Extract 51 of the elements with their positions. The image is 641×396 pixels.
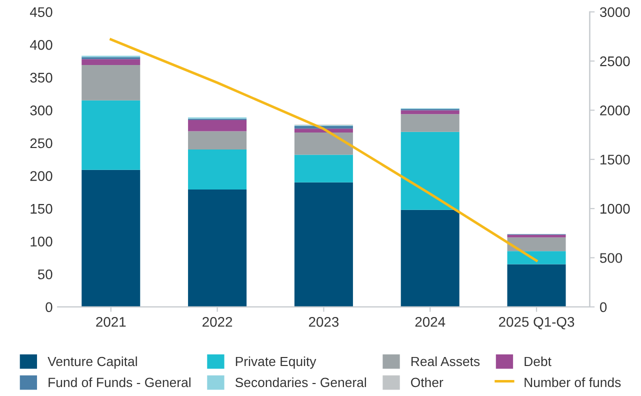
- bar: [507, 234, 566, 238]
- y2-tick-label: 500: [600, 253, 622, 263]
- x-tick-label: 2021: [96, 316, 126, 327]
- y-tick-label: 150: [30, 204, 52, 214]
- x-tick-label: 2023: [308, 316, 339, 327]
- y2-tick-label: 1000: [600, 204, 630, 214]
- x-tick-label: 2024: [415, 316, 446, 327]
- bar: [400, 210, 460, 307]
- bar: [294, 128, 353, 133]
- legend-label: Private Equity: [236, 356, 316, 369]
- y-tick-label: 300: [30, 106, 52, 116]
- bar: [294, 182, 353, 307]
- bar: [188, 120, 247, 132]
- y-tick-label: 400: [30, 40, 52, 50]
- x-tick-label: 2022: [202, 316, 232, 327]
- line-series: [110, 38, 538, 262]
- bar: [400, 132, 460, 210]
- x-tick-label: 2025 Q1-Q3: [499, 316, 574, 330]
- y2-tick-label: 1500: [600, 154, 630, 165]
- bar: [188, 150, 247, 190]
- bar: [82, 170, 140, 307]
- legend-label: Real Assets: [411, 356, 480, 366]
- bar: [507, 264, 566, 307]
- legend-label: Fund of Funds - General: [48, 377, 190, 388]
- bar: [82, 59, 140, 65]
- y-tick-label: 450: [30, 7, 52, 18]
- y2-tick-label: 0: [600, 302, 607, 312]
- y-tick-label: 0: [46, 302, 52, 312]
- y-tick-label: 350: [30, 72, 52, 83]
- legend-label: Debt: [524, 356, 552, 366]
- bar: [400, 110, 460, 114]
- bar: [294, 154, 353, 182]
- legend-label: Secondaries - General: [235, 377, 366, 388]
- legend-label: Other: [411, 377, 444, 388]
- y-tick-label: 50: [38, 269, 52, 280]
- y2-tick-label: 3000: [600, 7, 630, 18]
- y-tick-label: 250: [30, 138, 52, 148]
- bar: [188, 190, 247, 307]
- bar: [400, 114, 460, 132]
- bar: [82, 64, 140, 100]
- bar: [188, 131, 247, 150]
- bar: [294, 132, 353, 155]
- legend-label: Number of funds: [524, 377, 621, 388]
- y2-tick-label: 2500: [600, 56, 630, 66]
- bar: [82, 100, 140, 170]
- bar: [507, 251, 566, 264]
- legend-label: Venture Capital: [48, 356, 137, 369]
- y-tick-label: 200: [30, 171, 52, 181]
- y-tick-label: 100: [30, 236, 52, 247]
- bar: [507, 237, 566, 252]
- y2-tick-label: 2000: [600, 106, 630, 116]
